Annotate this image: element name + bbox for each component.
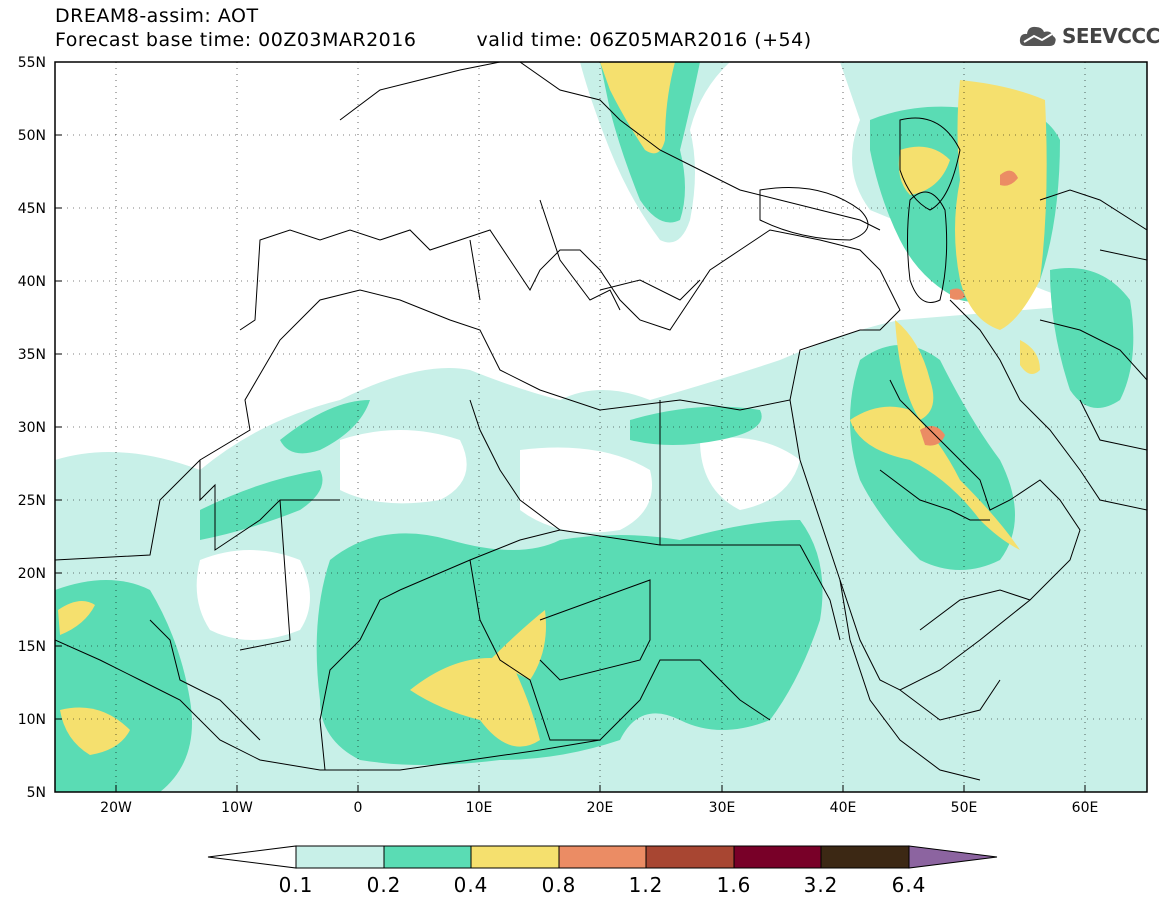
axis-ticks <box>55 61 1086 793</box>
lat-label: 45N <box>18 201 46 217</box>
base-time: Forecast base time: 00Z03MAR2016 <box>55 29 417 51</box>
lon-label: 0 <box>354 800 363 816</box>
lat-label: 25N <box>18 493 46 509</box>
valid-time: valid time: 06Z05MAR2016 (+54) <box>476 29 812 51</box>
lon-label: 10E <box>466 800 493 816</box>
colorbar-label: 0.8 <box>542 873 577 897</box>
colorbar-segment <box>733 845 822 869</box>
lat-label: 55N <box>18 55 46 71</box>
colorbar <box>207 845 998 869</box>
colorbar-label: 1.2 <box>629 873 664 897</box>
colorbar-label: 1.6 <box>717 873 752 897</box>
colorbar-over-triangle <box>908 845 998 869</box>
lon-label: 60E <box>1072 800 1099 816</box>
lon-label: 20E <box>587 800 614 816</box>
lat-label: 15N <box>18 639 46 655</box>
lat-label: 20N <box>18 566 46 582</box>
lat-label: 30N <box>18 420 46 436</box>
map-title: DREAM8-assim: AOT <box>55 5 259 27</box>
longitude-labels: 20W 10W 0 10E 20E 30E 40E 50E 60E <box>100 800 1098 816</box>
aot-band-below <box>196 430 800 640</box>
colorbar-label: 6.4 <box>892 873 927 897</box>
aot-band-0.4 <box>58 62 1047 755</box>
colorbar-segment <box>558 845 647 869</box>
latitude-labels: 55N 50N 45N 40N 35N 30N 25N 20N 15N 10N … <box>18 55 46 801</box>
lon-label: 10W <box>221 800 253 816</box>
colorbar-under-triangle <box>207 845 297 869</box>
lat-label: 10N <box>18 712 46 728</box>
cloud-logo-icon <box>1019 26 1056 46</box>
lat-label: 35N <box>18 347 46 363</box>
lon-label: 20W <box>100 800 132 816</box>
seevccc-logo: SEEVCCC <box>1018 22 1160 50</box>
lat-label: 40N <box>18 274 46 290</box>
lon-label: 30E <box>709 800 736 816</box>
colorbar-label: 0.1 <box>279 873 314 897</box>
graticule <box>55 62 1147 792</box>
lon-label: 40E <box>830 800 857 816</box>
colorbar-segment <box>383 845 472 869</box>
colorbar-segment <box>295 845 385 869</box>
lat-label: 50N <box>18 128 46 144</box>
aot-band-0.8 <box>920 170 1018 446</box>
lon-label: 50E <box>951 800 978 816</box>
colorbar-label: 0.2 <box>367 873 402 897</box>
colorbar-label: 3.2 <box>804 873 839 897</box>
colorbar-segment <box>470 845 560 869</box>
colorbar-segment <box>645 845 735 869</box>
logo-text: SEEVCCC <box>1062 24 1160 48</box>
map-subtitle: Forecast base time: 00Z03MAR2016 valid ti… <box>55 30 812 50</box>
colorbar-segment <box>820 845 910 869</box>
lat-label: 5N <box>27 785 46 801</box>
colorbar-labels: 0.1 0.2 0.4 0.8 1.2 1.6 3.2 6.4 <box>279 873 927 897</box>
colorbar-label: 0.4 <box>454 873 489 897</box>
